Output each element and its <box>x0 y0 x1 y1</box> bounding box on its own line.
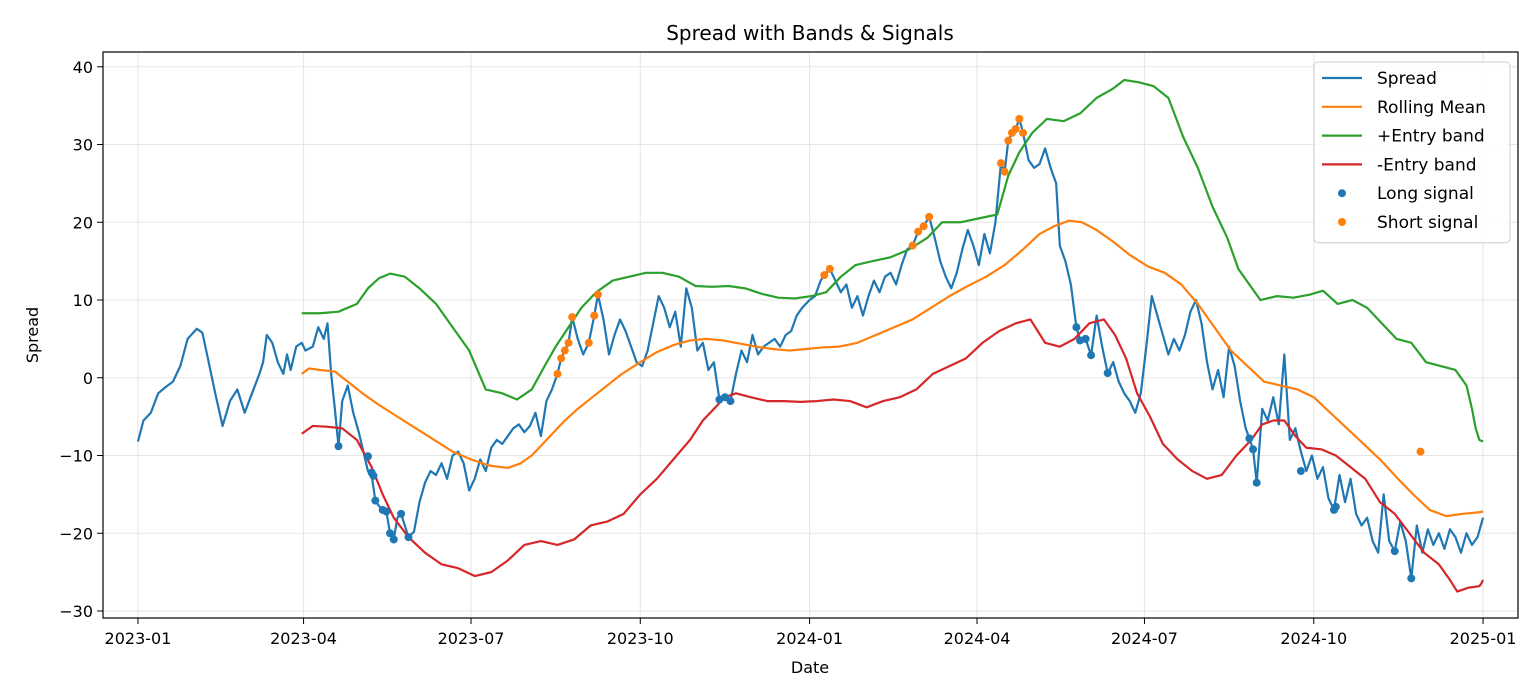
point-short-signal <box>996 159 1005 168</box>
point-long-signal <box>1245 434 1254 443</box>
point-short-signal <box>590 311 599 320</box>
point-short-signal <box>584 338 593 347</box>
point-long-signal <box>1407 574 1416 583</box>
point-long-signal <box>369 471 378 480</box>
point-short-signal <box>564 338 573 347</box>
point-short-signal <box>557 354 566 363</box>
legend-swatch-short-signal <box>1338 218 1346 226</box>
series-layer <box>136 78 1485 593</box>
point-short-signal <box>1015 114 1024 123</box>
legend-label-entry-band: +Entry band <box>1377 127 1485 147</box>
y-tick-label: 10 <box>73 291 93 310</box>
point-short-signal <box>1004 136 1013 145</box>
point-short-signal <box>925 212 934 221</box>
series-line-spread <box>136 117 1485 580</box>
point-long-signal <box>1103 369 1112 378</box>
y-tick-label: −10 <box>59 447 93 466</box>
point-short-signal <box>568 313 577 322</box>
y-tick-label: 40 <box>73 58 93 77</box>
point-long-signal <box>363 452 372 461</box>
point-short-signal <box>820 271 829 280</box>
x-tick-label: 2024-07 <box>1111 629 1178 648</box>
series-line-rolling-mean <box>301 219 1484 518</box>
point-short-signal <box>1416 447 1425 456</box>
point-short-signal <box>1011 124 1020 133</box>
legend-label-short-signal: Short signal <box>1377 213 1478 233</box>
x-tick-label: 2024-01 <box>776 629 843 648</box>
plot-frame <box>102 51 1519 619</box>
x-tick-label: 2023-01 <box>105 629 172 648</box>
series-line-entry-band <box>301 78 1484 443</box>
point-long-signal <box>334 442 343 451</box>
point-short-signal <box>1000 167 1009 176</box>
legend-label-rolling-mean: Rolling Mean <box>1377 98 1486 118</box>
point-short-signal <box>553 369 562 378</box>
legend-label-spread: Spread <box>1377 69 1437 89</box>
x-tick-label: 2025-01 <box>1450 629 1517 648</box>
legend-box <box>1313 61 1511 244</box>
y-tick-label: 30 <box>73 136 93 155</box>
point-long-signal <box>404 533 413 542</box>
legend-label-long-signal: Long signal <box>1377 184 1474 204</box>
x-tick-label: 2024-04 <box>944 629 1011 648</box>
point-short-signal <box>560 346 569 355</box>
x-tick-label: 2023-07 <box>438 629 505 648</box>
series-line-entry-band <box>301 318 1485 593</box>
legend-label-entry-band: -Entry band <box>1377 155 1477 175</box>
point-short-signal <box>593 290 602 299</box>
legend-swatch-long-signal <box>1338 189 1346 198</box>
point-long-signal <box>1249 445 1258 454</box>
y-axis-title: Spread <box>23 307 42 363</box>
x-axis-title: Date <box>791 658 829 677</box>
point-long-signal <box>1296 467 1305 476</box>
point-short-signal <box>825 264 834 273</box>
point-long-signal <box>1252 478 1261 487</box>
series-points-short-signal <box>553 114 1425 456</box>
point-long-signal <box>386 529 395 538</box>
point-short-signal <box>914 227 923 236</box>
y-tick-label: 0 <box>83 369 93 388</box>
point-long-signal <box>397 509 406 518</box>
point-long-signal <box>1087 351 1096 360</box>
point-long-signal <box>726 397 735 406</box>
point-long-signal <box>1390 547 1399 556</box>
x-tick-label: 2023-04 <box>270 629 337 648</box>
x-axis-ticks: 2023-01 2023-04 2023-07 2023-10 2024-01 2024-… <box>105 618 1517 648</box>
point-long-signal <box>382 507 391 516</box>
y-tick-label: 20 <box>73 213 93 232</box>
point-long-signal <box>371 496 380 505</box>
point-long-signal <box>389 535 398 544</box>
y-tick-label: −20 <box>59 524 93 543</box>
point-long-signal <box>1331 502 1340 511</box>
legend: Spread Rolling Mean +Entry band -Entry band… <box>1313 61 1511 244</box>
chart-title: Spread with Bands & Signals <box>666 21 954 45</box>
x-tick-label: 2024-10 <box>1280 629 1347 648</box>
point-short-signal <box>919 222 928 231</box>
y-axis-ticks: −30 −20 −10 0 10 20 30 40 <box>59 58 103 621</box>
series-points-long-signal <box>334 323 1416 583</box>
point-short-signal <box>1019 128 1028 137</box>
point-long-signal <box>1072 323 1081 332</box>
point-short-signal <box>908 241 917 250</box>
y-tick-label: −30 <box>59 602 93 621</box>
point-long-signal <box>1081 334 1090 343</box>
x-tick-label: 2023-10 <box>607 629 674 648</box>
